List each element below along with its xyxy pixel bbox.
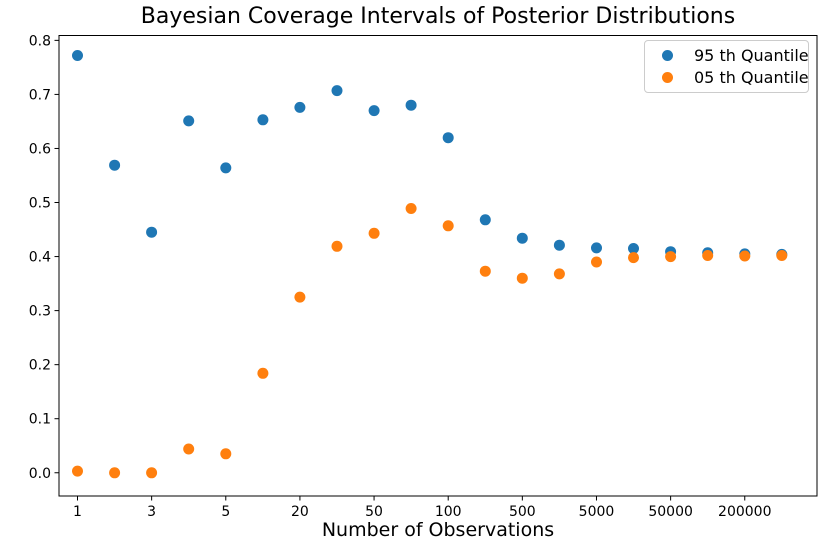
data-point-series-1 <box>405 203 417 214</box>
data-point-series-1 <box>553 268 565 280</box>
data-point-series-1 <box>331 240 343 252</box>
data-point-series-0 <box>257 114 269 126</box>
data-point-series-0 <box>628 243 639 254</box>
legend-label-05th: 05 th Quantile <box>694 67 809 87</box>
data-point-series-1 <box>72 465 83 477</box>
data-point-series-0 <box>553 239 565 251</box>
x-tick-label: 3 <box>147 504 156 520</box>
data-point-series-1 <box>591 256 602 268</box>
x-tick-label: 5 <box>221 504 230 520</box>
data-point-series-1 <box>257 367 269 379</box>
data-point-series-1 <box>183 443 195 455</box>
y-tick-label: 0.2 <box>29 358 51 374</box>
legend-marker-05th-icon <box>662 71 673 83</box>
legend-item-95th: 95 th Quantile <box>645 44 809 66</box>
data-point-series-1 <box>294 291 306 303</box>
x-tick-label: 20 <box>291 504 309 520</box>
data-point-series-0 <box>331 85 343 97</box>
x-tick-label: 500 <box>509 504 536 520</box>
x-tick-label: 100 <box>435 504 462 520</box>
x-tick-label: 50 <box>365 504 383 520</box>
data-point-series-0 <box>146 226 158 238</box>
data-point-series-1 <box>516 272 528 284</box>
data-point-series-1 <box>665 251 677 263</box>
data-point-series-1 <box>146 467 158 479</box>
data-point-series-1 <box>109 467 121 479</box>
data-point-series-0 <box>479 214 491 226</box>
legend-marker-95th-icon <box>662 49 673 61</box>
data-point-series-1 <box>628 252 639 264</box>
y-tick-label: 0.6 <box>29 141 51 157</box>
data-point-series-1 <box>776 250 788 261</box>
x-axis-label: Number of Observations <box>321 519 555 541</box>
data-point-series-1 <box>368 227 380 239</box>
y-tick-label: 0.1 <box>29 412 51 428</box>
data-point-series-0 <box>405 99 417 111</box>
data-point-series-0 <box>516 232 528 244</box>
axes-frame <box>58 35 818 497</box>
data-point-series-0 <box>294 101 306 113</box>
legend-label-95th: 95 th Quantile <box>694 45 809 65</box>
data-point-series-0 <box>220 162 232 174</box>
chart-title: Bayesian Coverage Intervals of Posterior… <box>140 4 736 29</box>
y-tick-label: 0.0 <box>29 466 51 482</box>
legend-item-05th: 05 th Quantile <box>645 66 809 88</box>
data-point-series-1 <box>479 265 491 277</box>
data-point-series-0 <box>183 115 195 127</box>
x-tick-label: 50000 <box>648 504 693 520</box>
legend: 95 th Quantile 05 th Quantile <box>644 40 809 93</box>
data-point-series-0 <box>109 159 121 171</box>
x-tick-label: 200000 <box>718 504 771 520</box>
y-tick-label: 0.7 <box>29 87 51 103</box>
y-tick-label: 0.8 <box>29 33 51 49</box>
data-point-series-0 <box>591 242 602 254</box>
data-point-series-1 <box>739 250 751 262</box>
x-tick-label: 1 <box>73 504 82 520</box>
x-tick-label: 5000 <box>579 504 615 520</box>
y-tick-label: 0.3 <box>29 304 51 320</box>
data-point-series-1 <box>702 250 714 261</box>
data-point-series-0 <box>368 105 380 117</box>
y-tick-label: 0.4 <box>29 250 51 266</box>
data-point-series-0 <box>442 132 454 144</box>
data-point-series-1 <box>442 220 454 232</box>
data-point-series-1 <box>220 448 232 460</box>
y-tick-label: 0.5 <box>29 196 51 212</box>
data-point-series-0 <box>72 50 83 61</box>
